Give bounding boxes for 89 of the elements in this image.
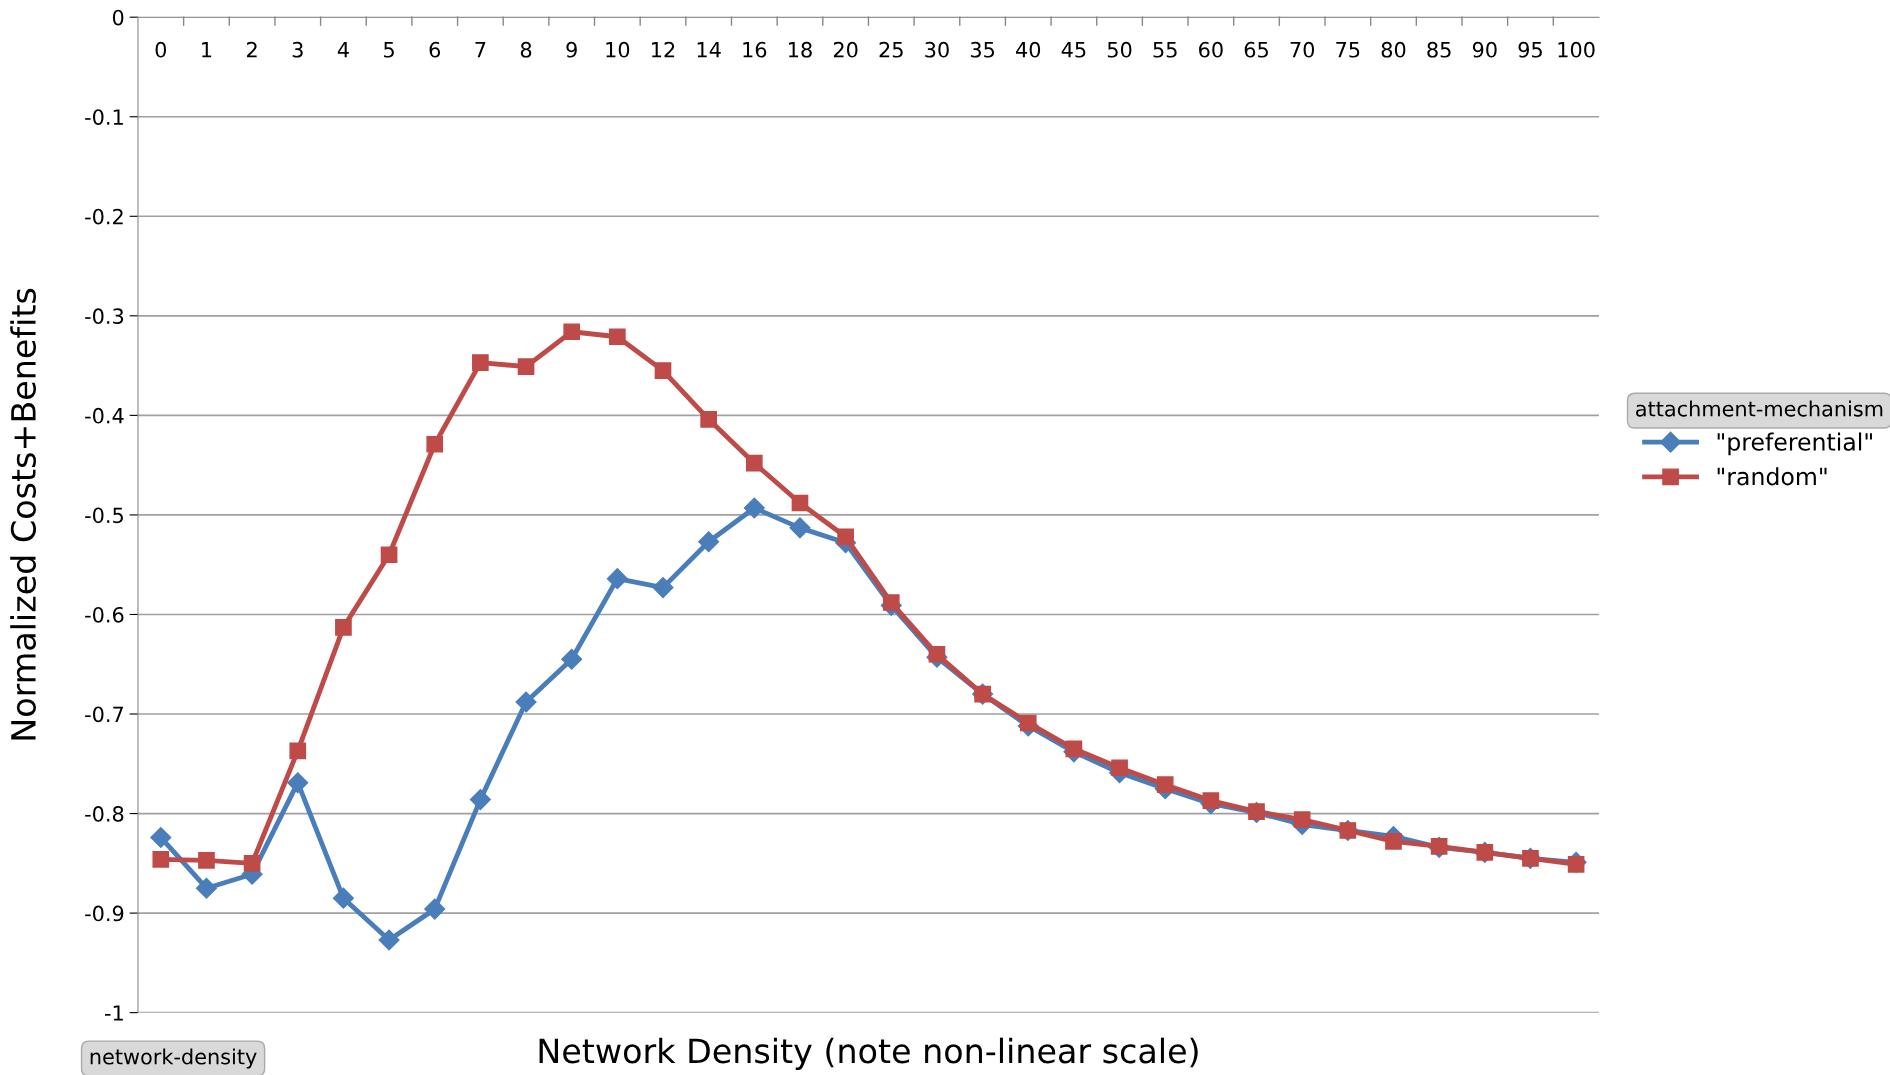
point — [517, 358, 535, 375]
x-tick-label: 75 — [1336, 42, 1360, 58]
x-tick-label: 30 — [925, 41, 949, 58]
point — [1019, 714, 1037, 732]
x-tick-label: 0 — [155, 41, 167, 58]
x-tick-label: 95 — [1518, 41, 1542, 58]
point — [515, 691, 537, 713]
x-tick-label: 5 — [384, 42, 394, 58]
text: network-density — [90, 1048, 257, 1069]
point — [335, 619, 352, 636]
point — [745, 454, 763, 472]
point — [1202, 792, 1220, 809]
x-tick-label: 8 — [520, 41, 532, 58]
x-tick-label: 6 — [429, 41, 441, 58]
x-tick-label: 50 — [1107, 41, 1132, 58]
x-tick-label: 20 — [833, 41, 858, 58]
x-tick-label: 7 — [475, 42, 486, 58]
point — [289, 742, 307, 760]
point — [563, 323, 581, 341]
y-tick-label: -0.1 — [85, 109, 123, 125]
point — [287, 772, 309, 794]
point — [928, 645, 946, 663]
point — [1156, 776, 1174, 794]
x-tick-label: 90 — [1472, 41, 1497, 58]
point — [654, 362, 672, 379]
legend-title: attachment-mechanism — [1636, 400, 1883, 417]
point — [743, 497, 765, 519]
point — [1111, 759, 1128, 777]
y-tick-label: -0.5 — [85, 507, 123, 524]
point — [332, 887, 354, 909]
x-tick-label: 70 — [1290, 41, 1315, 58]
x-tick-label: 10 — [606, 41, 630, 58]
point — [561, 648, 583, 670]
x-axis-title: Network Density (note non-linear scale) — [539, 1037, 1198, 1070]
x-tick-label: 25 — [879, 41, 903, 58]
legend-label: "preferential" — [1717, 432, 1872, 456]
x-tick-label: 16 — [743, 41, 767, 58]
point — [652, 577, 674, 599]
point — [789, 517, 811, 539]
point — [152, 851, 170, 868]
y-tick-label: -0.7 — [85, 706, 123, 723]
point — [1567, 855, 1585, 873]
x-tick-label: 55 — [1153, 42, 1177, 58]
point — [606, 568, 628, 590]
y-axis-title: Normalized Costs+Benefits — [10, 288, 36, 740]
y-tick-label: 0 — [112, 9, 124, 26]
point — [380, 546, 398, 564]
x-tick-label: 14 — [697, 42, 721, 58]
x-tick-label: 40 — [1016, 41, 1041, 58]
point — [837, 528, 854, 546]
point — [882, 594, 900, 611]
point — [700, 411, 717, 428]
x-tick-label: 85 — [1427, 41, 1451, 58]
x-tick-label: 45 — [1061, 42, 1086, 58]
legend-label: "random" — [1717, 467, 1827, 486]
y-tick-label: -0.8 — [85, 806, 124, 822]
point — [472, 354, 489, 371]
x-tick-label: 65 — [1244, 41, 1268, 58]
x-tick-label: 80 — [1381, 41, 1406, 58]
y-tick-label: -0.3 — [85, 308, 124, 325]
x-tick-label: 100 — [1558, 41, 1595, 58]
point — [469, 789, 491, 811]
y-tick-label: -0.2 — [85, 208, 123, 225]
point — [791, 494, 809, 512]
x-tick-label: 1 — [202, 42, 212, 58]
x-tick-label: 9 — [566, 41, 577, 58]
point — [150, 826, 172, 848]
point — [424, 898, 446, 920]
x-tick-label: 12 — [652, 41, 675, 58]
y-tick-label: -1 — [105, 1005, 123, 1021]
point — [198, 852, 215, 869]
x-tick-label: 60 — [1199, 41, 1223, 58]
x-tick-label: 18 — [789, 41, 812, 58]
x-tick-label: 4 — [337, 42, 349, 58]
y-tick-label: -0.9 — [85, 905, 124, 922]
point — [426, 435, 444, 453]
point — [698, 531, 720, 553]
point — [1065, 740, 1083, 758]
y-tick-label: -0.4 — [85, 407, 124, 424]
point — [243, 854, 261, 872]
x-tick-label: 35 — [970, 41, 995, 58]
point — [195, 877, 217, 899]
point — [609, 328, 626, 346]
x-tick-label: 3 — [292, 41, 303, 58]
x-tick-label: 2 — [247, 41, 257, 58]
y-tick-label: -0.6 — [85, 606, 124, 623]
point — [1293, 811, 1311, 828]
point — [1385, 833, 1402, 850]
point — [378, 929, 400, 951]
